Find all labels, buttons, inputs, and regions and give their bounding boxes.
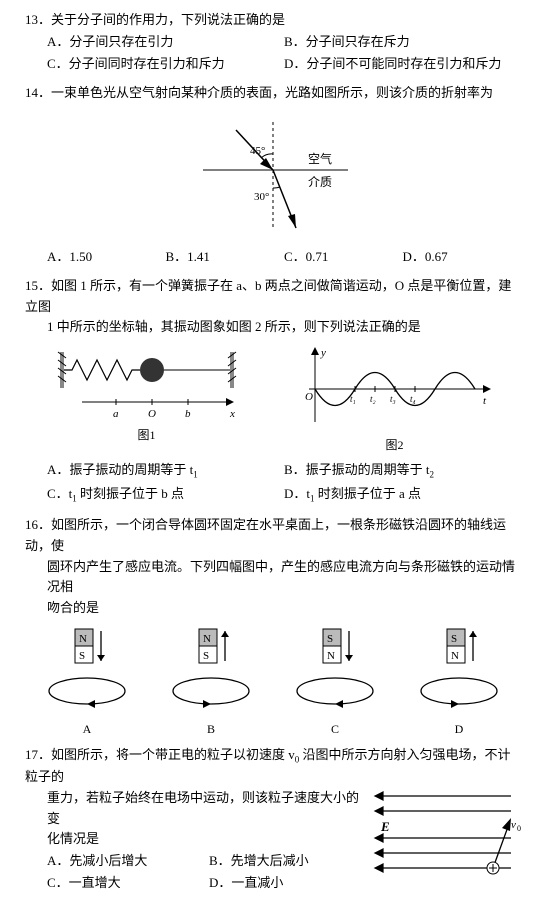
angle-30: 30°: [254, 191, 269, 203]
q16-fig-d: SN D: [409, 625, 509, 737]
q16-stem: 16．如图所示，一个闭合导体圆环固定在水平桌面上，一根条形磁铁沿圆环的轴线运动，…: [25, 515, 521, 619]
q16-label-b: B: [161, 722, 261, 737]
q16-num: 16．: [25, 517, 51, 532]
q16-text-b: 圆环内产生了感应电流。下列四幅图中，产生的感应电流方向与条形磁铁的运动情况相: [47, 557, 521, 599]
question-17: 17．如图所示，将一个带正电的粒子以初速度 v0 沿图中所示方向射入匀强电场，不…: [25, 745, 521, 894]
q14-num: 14．: [25, 85, 51, 100]
svg-text:a: a: [113, 408, 119, 420]
q16-text-c: 吻合的是: [47, 598, 521, 619]
svg-text:N: N: [451, 650, 459, 662]
q13-opt-b: B．分子间只存在斥力: [284, 31, 521, 53]
q17-stem: 17．如图所示，将一个带正电的粒子以初速度 v0 沿图中所示方向射入匀强电场，不…: [25, 745, 521, 788]
q14-opt-b: B．1.41: [166, 246, 285, 268]
q17-body: 重力，若粒子始终在电场中运动，则该粒子速度大小的变 化情况是 A．先减小后增大 …: [25, 788, 521, 895]
svg-text:S: S: [327, 633, 333, 645]
svg-text:t₂: t₂: [370, 394, 376, 404]
q13-stem: 13．关于分子间的作用力，下列说法正确的是: [25, 10, 521, 31]
q13-opt-a: A．分子间只存在引力: [47, 31, 284, 53]
q15-fig1-wrap: a O b x 图1: [52, 344, 242, 453]
q16-label-c: C: [285, 722, 385, 737]
svg-text:y: y: [320, 347, 326, 359]
magnet-loop-a: NS: [37, 625, 137, 720]
svg-text:O: O: [148, 408, 156, 420]
q13-text: 关于分子间的作用力，下列说法正确的是: [51, 12, 285, 27]
q14-text: 一束单色光从空气射向某种介质的表面，光路如图所示，则该介质的折射率为: [51, 85, 493, 100]
q15-stem: 15．如图 1 所示，有一个弹簧振子在 a、b 两点之间做简谐运动，O 点是平衡…: [25, 276, 521, 338]
svg-text:S: S: [79, 650, 85, 662]
q16-label-a: A: [37, 722, 137, 737]
medium-below: 介质: [308, 175, 332, 189]
q16-fig-c: SN C: [285, 625, 385, 737]
q17-opt-a: A．先减小后增大: [47, 850, 209, 872]
question-13: 13．关于分子间的作用力，下列说法正确的是 A．分子间只存在引力 B．分子间只存…: [25, 10, 521, 75]
q13-num: 13．: [25, 12, 51, 27]
q15-opt-b: B．振子振动的周期等于 t2: [284, 459, 521, 483]
magnet-loop-b: NS: [161, 625, 261, 720]
q15-num: 15．: [25, 278, 51, 293]
q17-text-c: 化情况是: [47, 829, 371, 850]
fig1-label: 图1: [52, 426, 242, 443]
efield-diagram: E v0: [371, 788, 521, 878]
q15-fig2-wrap: y t O t₁ t₂ t₃ t₄ 图2: [295, 344, 495, 453]
q14-opt-c: C．0.71: [284, 246, 403, 268]
q16-fig-a: NS A: [37, 625, 137, 737]
q17-opt-b: B．先增大后减小: [209, 850, 371, 872]
q14-options: A．1.50 B．1.41 C．0.71 D．0.67: [47, 246, 521, 268]
oscillation-graph: y t O t₁ t₂ t₃ t₄: [295, 344, 495, 434]
fig2-label: 图2: [295, 436, 495, 453]
svg-text:0: 0: [517, 824, 521, 833]
q14-opt-d: D．0.67: [403, 246, 522, 268]
q15-opt-c: C．t1 时刻振子位于 b 点: [47, 483, 284, 507]
q13-opt-d: D．分子间不可能同时存在引力和斥力: [284, 53, 521, 75]
svg-text:S: S: [203, 650, 209, 662]
q17-opt-d: D．一直减小: [209, 872, 371, 894]
q16-label-d: D: [409, 722, 509, 737]
angle-45: 45°: [250, 145, 265, 157]
q17-options: A．先减小后增大 B．先增大后减小 C．一直增大 D．一直减小: [47, 850, 371, 894]
q16-fig-b: NS B: [161, 625, 261, 737]
question-15: 15．如图 1 所示，有一个弹簧振子在 a、b 两点之间做简谐运动，O 点是平衡…: [25, 276, 521, 507]
svg-text:O: O: [305, 391, 313, 403]
svg-text:t: t: [483, 395, 487, 407]
svg-text:v: v: [511, 819, 516, 831]
svg-text:N: N: [203, 633, 211, 645]
q17-figure: E v0: [371, 788, 521, 895]
q15-text-a: 如图 1 所示，有一个弹簧振子在 a、b 两点之间做简谐运动，O 点是平衡位置，…: [25, 278, 511, 314]
q17-text-b: 重力，若粒子始终在电场中运动，则该粒子速度大小的变: [47, 788, 371, 830]
question-14: 14．一束单色光从空气射向某种介质的表面，光路如图所示，则该介质的折射率为 45…: [25, 83, 521, 268]
q13-opt-c: C．分子间同时存在引力和斥力: [47, 53, 284, 75]
q15-opt-a: A．振子振动的周期等于 t1: [47, 459, 284, 483]
svg-text:S: S: [451, 633, 457, 645]
q17-num: 17．: [25, 747, 51, 762]
q14-stem: 14．一束单色光从空气射向某种介质的表面，光路如图所示，则该介质的折射率为: [25, 83, 521, 104]
q14-figure: 45° 30° 空气 介质: [25, 110, 521, 240]
spring-oscillator: a O b x: [52, 344, 242, 424]
q15-opt-d: D．t1 时刻振子位于 a 点: [284, 483, 521, 507]
svg-text:E: E: [380, 819, 390, 834]
q15-options: A．振子振动的周期等于 t1 B．振子振动的周期等于 t2 C．t1 时刻振子位…: [47, 459, 521, 507]
svg-text:x: x: [229, 408, 235, 420]
svg-text:t₁: t₁: [350, 394, 356, 404]
q15-text-b: 1 中所示的坐标轴，其振动图象如图 2 所示，则下列说法正确的是: [47, 317, 521, 338]
q17-opt-c: C．一直增大: [47, 872, 209, 894]
q16-figures: NSANSBSNCSND: [25, 625, 521, 737]
svg-text:N: N: [79, 633, 87, 645]
magnet-loop-d: SN: [409, 625, 509, 720]
medium-air: 空气: [308, 151, 332, 166]
q16-text-a: 如图所示，一个闭合导体圆环固定在水平桌面上，一根条形磁铁沿圆环的轴线运动，使: [25, 517, 506, 553]
q13-options: A．分子间只存在引力 B．分子间只存在斥力 C．分子间同时存在引力和斥力 D．分…: [47, 31, 521, 75]
svg-text:t₄: t₄: [410, 394, 416, 404]
svg-text:N: N: [327, 650, 335, 662]
refraction-diagram: 45° 30° 空气 介质: [188, 110, 358, 240]
svg-text:t₃: t₃: [390, 394, 396, 404]
q15-figures: a O b x 图1 y t O t₁ t₂ t₃ t₄: [25, 344, 521, 453]
magnet-loop-c: SN: [285, 625, 385, 720]
q17-left: 重力，若粒子始终在电场中运动，则该粒子速度大小的变 化情况是 A．先减小后增大 …: [47, 788, 371, 895]
q14-opt-a: A．1.50: [47, 246, 166, 268]
question-16: 16．如图所示，一个闭合导体圆环固定在水平桌面上，一根条形磁铁沿圆环的轴线运动，…: [25, 515, 521, 737]
svg-text:b: b: [185, 408, 191, 420]
